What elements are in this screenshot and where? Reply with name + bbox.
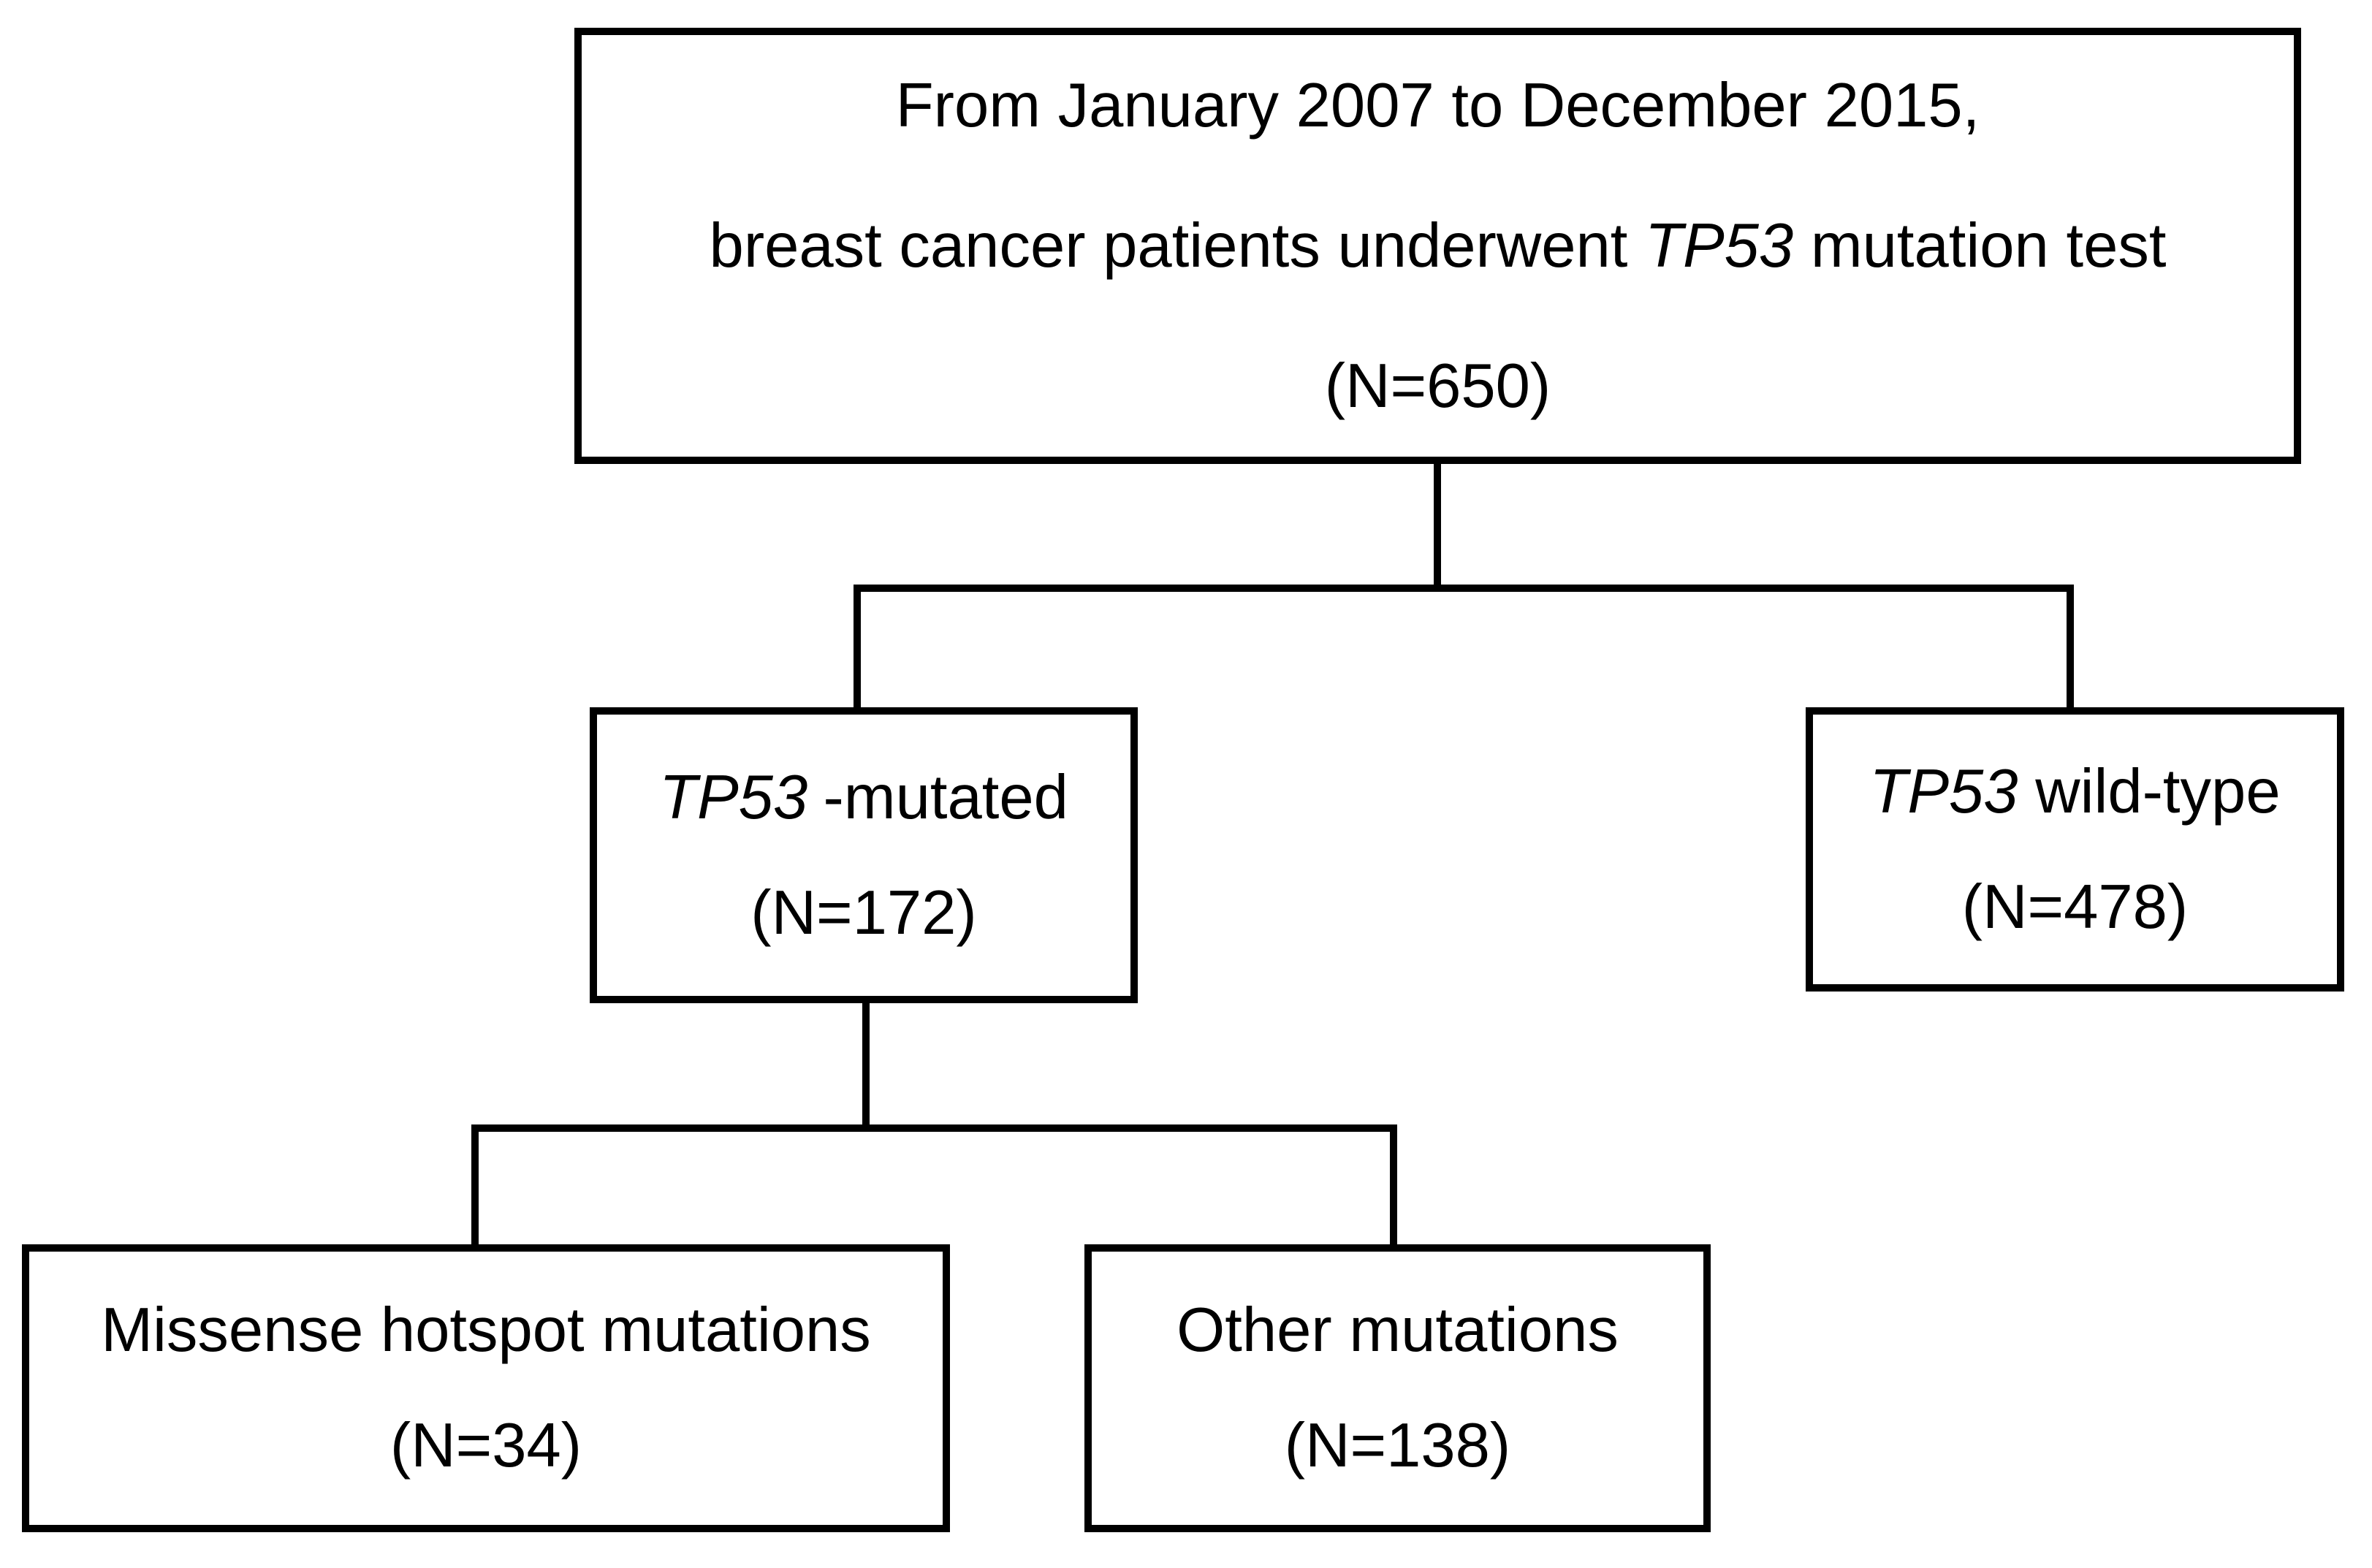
node-tp53-mutated-count: (N=172) — [750, 856, 976, 971]
node-tp53-wildtype-count: (N=478) — [1962, 850, 2188, 965]
sample-size-text: (N=138) — [1284, 1411, 1511, 1480]
sample-size-text: (N=650) — [1324, 351, 1551, 421]
connector-other-branch — [1390, 1128, 1397, 1246]
node-tp53-mutated: TP53 -mutated (N=172) — [590, 707, 1138, 1003]
node-total-patients-count: (N=650) — [1325, 316, 1551, 457]
mutated-label-text: -mutated — [823, 762, 1068, 832]
missense-label-text: Missense hotspot mutations — [101, 1295, 871, 1365]
connector-mutated-branch — [854, 588, 861, 709]
node-total-patients-line2: breast cancer patients underwent TP53 mu… — [710, 176, 2167, 316]
date-range-text: From January 2007 to December 2015, — [895, 70, 1980, 140]
gene-symbol-tp53: TP53 — [659, 762, 808, 832]
node-total-patients: From January 2007 to December 2015, brea… — [574, 28, 2301, 464]
connector-level1-rail — [854, 585, 2074, 592]
node-total-patients-line1: From January 2007 to December 2015, — [896, 36, 1980, 176]
connector-level2-rail — [471, 1124, 1397, 1132]
node-tp53-wildtype: TP53 wild-type (N=478) — [1806, 707, 2344, 992]
node-other-label: Other mutations — [1177, 1273, 1619, 1388]
node-tp53-mutated-label: TP53 -mutated — [659, 740, 1068, 856]
connector-wildtype-branch — [2067, 588, 2074, 709]
connector-mutated-stem — [862, 1002, 870, 1127]
gene-symbol-tp53: TP53 — [1869, 756, 2018, 826]
cohort-text-post: mutation test — [1793, 210, 2167, 281]
gene-symbol-tp53: TP53 — [1645, 210, 1794, 281]
sample-size-text: (N=478) — [1961, 872, 2189, 942]
node-missense-label: Missense hotspot mutations — [101, 1273, 871, 1388]
node-other-mutations: Other mutations (N=138) — [1084, 1244, 1711, 1532]
node-missense-hotspot-mutations: Missense hotspot mutations (N=34) — [22, 1244, 950, 1532]
cohort-text-pre: breast cancer patients underwent — [709, 210, 1646, 281]
connector-root-stem — [1434, 464, 1441, 588]
wildtype-label-text: wild-type — [2018, 756, 2281, 826]
node-missense-count: (N=34) — [390, 1388, 582, 1504]
connector-missense-branch — [471, 1128, 479, 1246]
node-other-count: (N=138) — [1285, 1388, 1510, 1504]
other-label-text: Other mutations — [1177, 1295, 1619, 1365]
sample-size-text: (N=172) — [750, 878, 977, 948]
sample-size-text: (N=34) — [389, 1411, 582, 1480]
node-tp53-wildtype-label: TP53 wild-type — [1869, 734, 2280, 850]
